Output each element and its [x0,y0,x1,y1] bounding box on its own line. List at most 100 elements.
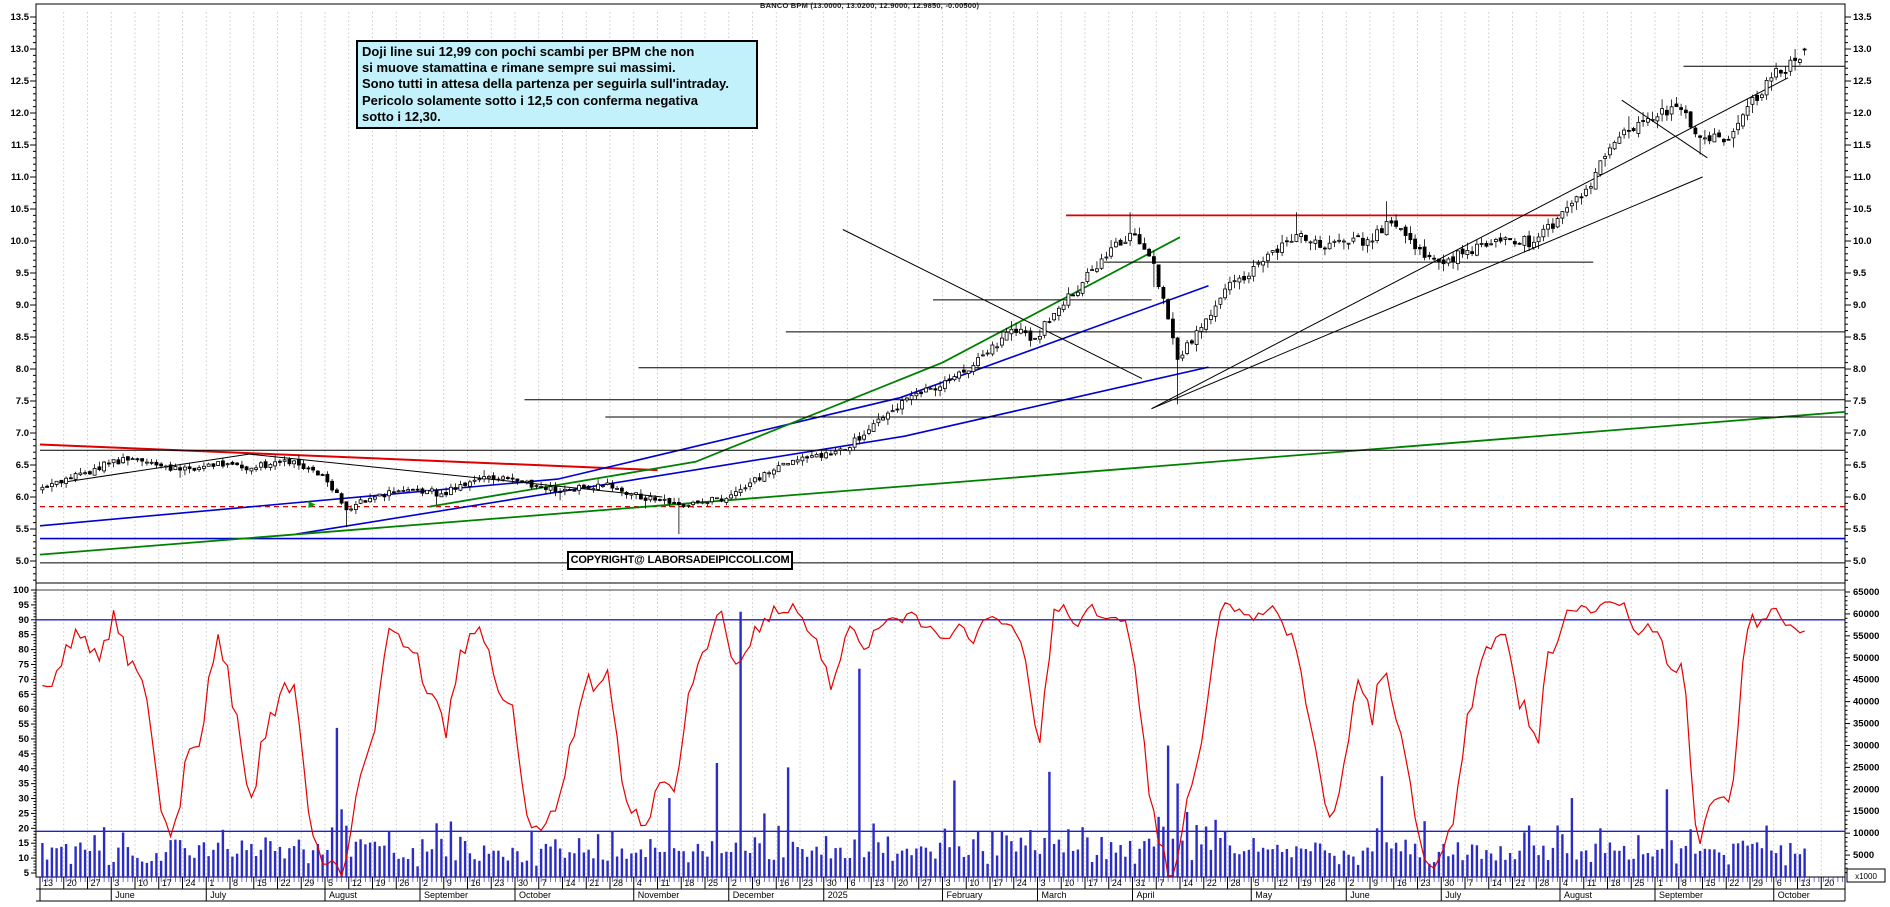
volume-bar [1166,745,1170,877]
candle [947,378,952,381]
trendline[interactable] [58,453,250,484]
volume-bar [824,836,828,877]
volume-bar [577,838,581,877]
axis-label: 20 [18,823,29,834]
axis-label: 35000 [1853,719,1879,730]
axis-label: 40 [18,764,29,775]
candle [1574,196,1579,203]
volume-bar [1119,845,1122,877]
candle [914,392,919,397]
trendline[interactable] [39,411,1846,556]
candle [344,501,349,511]
candle [1261,261,1265,266]
volume-bar [877,842,880,877]
volume-bar [468,853,472,877]
volume-bar [1138,848,1141,877]
candle [1441,259,1446,265]
volume-bar [601,859,605,877]
candle [976,357,980,367]
candle [1745,106,1750,116]
trendline[interactable] [1151,176,1703,410]
candle [64,477,68,484]
volume-bar [1105,859,1108,877]
volume-bar [88,851,92,877]
candle [325,473,330,483]
volume-bar [178,840,182,877]
axis-label: 16 [471,878,481,888]
volume-bar [1252,838,1255,877]
candle [287,458,292,465]
trendline[interactable] [39,443,658,472]
axis-label: 2025 [828,890,848,900]
candle [1517,242,1522,245]
candle [429,488,434,492]
trendline[interactable] [296,366,1209,535]
volume-bar [506,860,510,877]
volume-bar [1133,863,1137,877]
axis-label: 10 [969,878,979,888]
candle [1280,242,1284,253]
trendline[interactable] [842,229,1143,380]
axis-label: July [1445,890,1462,900]
volume-bar [1466,854,1469,877]
volume-bar [1100,837,1103,877]
candle [1665,109,1669,116]
axis-label: 17 [1088,878,1098,888]
volume-bar [1679,848,1683,877]
volume-bar [283,858,286,877]
candle [1802,48,1807,51]
volume-bar [1713,849,1716,877]
volume-bar [60,846,63,877]
candle [40,486,45,491]
candle [1389,220,1394,224]
volume-bar [1418,857,1422,877]
candle [705,502,710,504]
analyst-note: Doji line sui 12,99 con pochi scambi per… [356,40,758,130]
candle [1147,248,1151,257]
volume-bar [1513,859,1517,877]
volume-bar [1551,847,1555,877]
volume-bar [1789,843,1792,877]
volume-bar [744,850,747,877]
candle [553,486,558,493]
candle [1171,318,1175,339]
candle [1722,138,1726,143]
candle [810,455,814,458]
axis-label: 8.5 [1853,332,1867,343]
volume-bar [1337,864,1341,877]
candle [273,461,278,467]
candle [1536,236,1541,243]
volume-bar [1404,839,1407,877]
axis-label: 25 [1634,878,1644,888]
candle [482,476,487,480]
volume-bar [1086,837,1089,877]
volume-bar [1309,851,1312,877]
candle [1209,314,1213,320]
candle [1061,304,1066,311]
volume-bar [1499,846,1502,877]
axis-label: 70 [18,674,29,685]
candle [496,478,501,481]
trendline[interactable] [39,285,1209,527]
candle [1451,256,1455,262]
axis-label: 3 [114,878,119,888]
volume-bar [758,843,761,877]
volume-bar [1689,829,1692,877]
volume-bar [592,858,595,877]
volume-bar [530,830,533,877]
volume-bar [929,851,932,877]
axis-label: 13.0 [11,44,30,55]
candle [315,470,320,476]
axis-label: 5 [1254,878,1259,888]
note-line: Sono tutti in attesa della partenza per … [362,76,729,92]
candle [1703,137,1707,140]
candle [1004,331,1009,341]
volume-bar [1632,858,1635,877]
trendline[interactable] [1621,99,1708,159]
volume-bar [425,851,429,877]
candle [539,485,543,488]
volume-bar [1128,840,1132,877]
trendline[interactable] [1151,77,1789,410]
